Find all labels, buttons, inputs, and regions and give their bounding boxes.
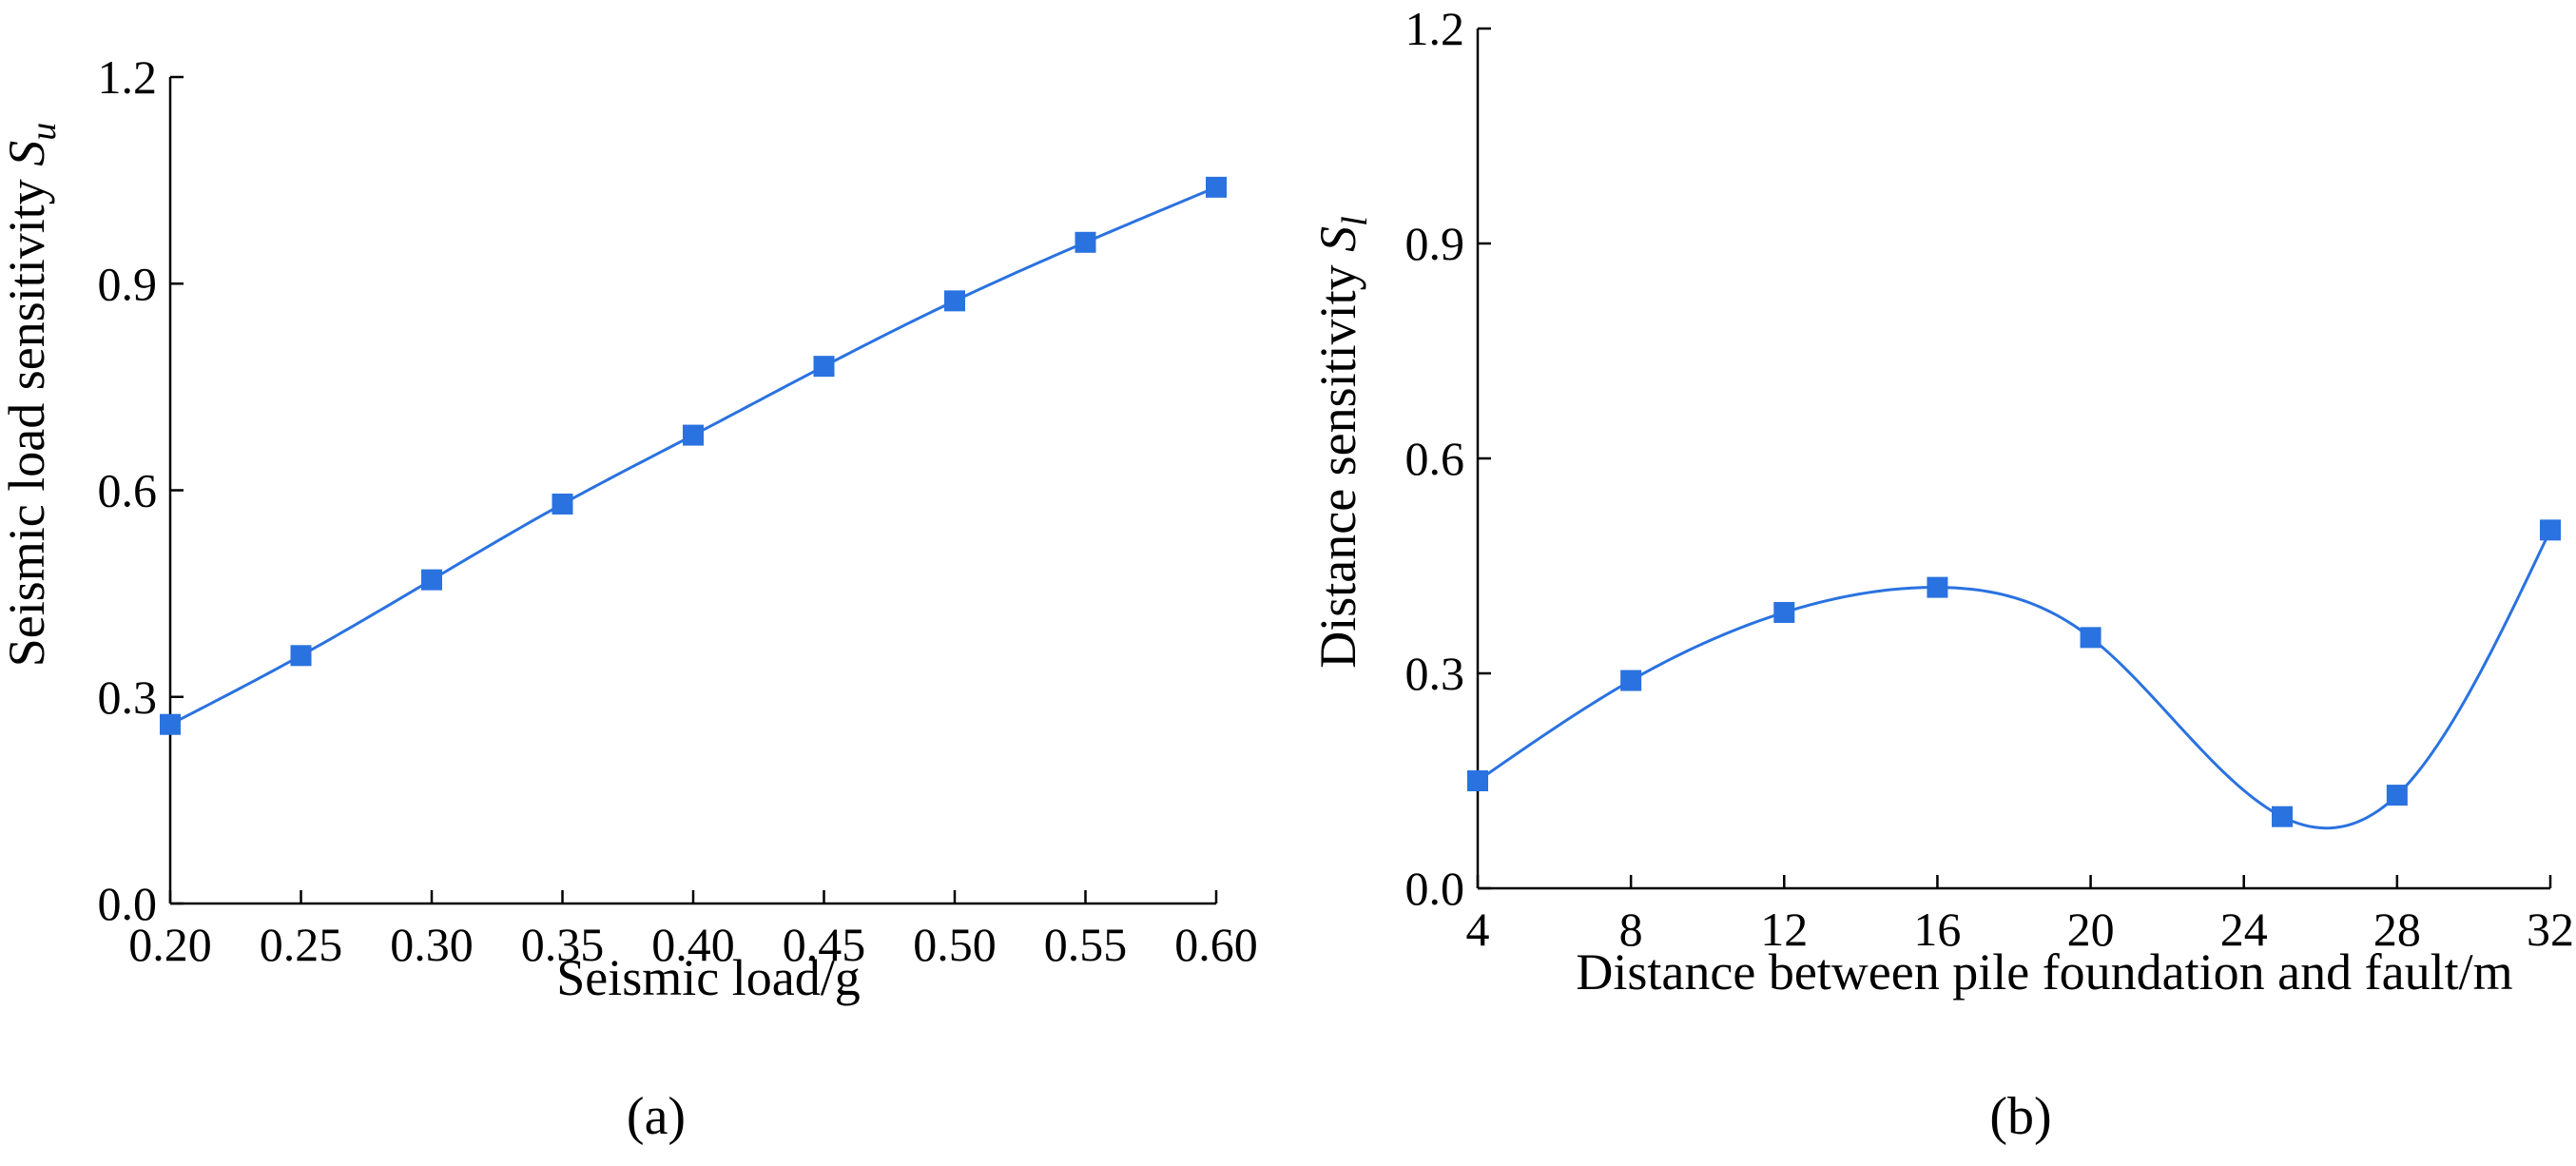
panel-a-data-point xyxy=(290,645,312,667)
panel-a-x-tick-label: 0.60 xyxy=(1174,918,1258,971)
panel-a-x-axis-label: Seismic load/g xyxy=(556,949,860,1006)
panel-a-data-point xyxy=(683,424,704,446)
panel-b-x-tick-label: 28 xyxy=(2373,903,2421,956)
panel-b-x-tick-label: 32 xyxy=(2527,903,2574,956)
panel-b-y-axis-symbol: S xyxy=(1309,226,1366,252)
panel-b-y-tick-label: 0.9 xyxy=(1405,217,1465,270)
panel-b-y-tick-label: 0.3 xyxy=(1405,647,1465,700)
panel-a-x-tick-label: 0.35 xyxy=(521,918,605,971)
panel-a-y-tick-label: 1.2 xyxy=(98,50,158,104)
panel-a-series-line xyxy=(169,185,1217,727)
panel-b-axes: 0.0 0.3 0.6 0.9 1.2 4 8 12 16 20 24 28 32 xyxy=(1405,2,2575,956)
panel-a-series xyxy=(160,176,1227,735)
panel-a-data-point xyxy=(160,713,181,735)
panel-b-y-tick-label: 1.2 xyxy=(1405,2,1465,55)
panel-b-x-tick-label: 8 xyxy=(1619,903,1643,956)
panel-a-data-point xyxy=(944,290,965,312)
panel-b-x-tick-label: 4 xyxy=(1466,903,1490,956)
panel-a-y-tick-label: 0.6 xyxy=(98,464,158,517)
panel-b-data-point xyxy=(1467,770,1488,791)
panel-b-x-tick-label: 16 xyxy=(1913,903,1961,956)
panel-a-x-tick-label: 0.30 xyxy=(390,918,474,971)
panel-b-data-point xyxy=(2272,806,2293,827)
panel-a-y-axis-label-text: Seismic load sensitivity xyxy=(0,166,55,667)
panel-b-x-tick-label: 24 xyxy=(2220,903,2268,956)
panel-a-axes: 0.0 0.3 0.6 0.9 1.2 0.20 0.25 0.30 0.35 0.40 0.45 0… xyxy=(98,50,1258,971)
panel-b-data-point xyxy=(1927,576,1948,598)
panel-a-x-tick-label: 0.45 xyxy=(783,918,866,971)
panel-a-data-point xyxy=(1075,231,1096,253)
panel-a-data-point xyxy=(421,569,442,591)
panel-b-x-tick-label: 20 xyxy=(2067,903,2115,956)
panel-b-data-point xyxy=(2386,785,2408,806)
panel-a-data-point xyxy=(813,356,835,378)
panel-a-x-tick-label: 0.25 xyxy=(260,918,343,971)
panel-b-series xyxy=(1467,519,2561,830)
panel-a-y-tick-label: 0.3 xyxy=(98,670,158,724)
panel-a-y-axis-subscript: u xyxy=(24,123,64,141)
panel-b-data-point xyxy=(1620,670,1642,691)
panel-b-y-axis-label-text: Distance sensitivity xyxy=(1309,252,1366,669)
chart-panel-a: 0.0 0.3 0.6 0.9 1.2 0.20 0.25 0.30 0.35 0.40 0.45 0… xyxy=(0,50,1258,1146)
panel-a-label: (a) xyxy=(627,1087,686,1146)
panel-b-x-axis-label: Distance between pile foundation and fau… xyxy=(1576,943,2512,1001)
panel-a-y-axis-symbol: S xyxy=(0,141,55,166)
panel-a-x-tick-label: 0.40 xyxy=(651,918,735,971)
panel-b-y-axis-label: Distance sensitivity Sl xyxy=(1309,216,1375,669)
panel-b-label: (b) xyxy=(1989,1087,2051,1146)
panel-a-y-tick-label: 0.0 xyxy=(98,877,158,930)
panel-b-y-axis-subscript: l xyxy=(1335,216,1375,226)
panel-a-x-tick-label: 0.55 xyxy=(1044,918,1128,971)
panel-b-data-point xyxy=(2540,519,2561,541)
panel-b-x-tick-label: 12 xyxy=(1760,903,1808,956)
panel-b-y-tick-label: 0.0 xyxy=(1405,862,1465,915)
chart-panel-b: 0.0 0.3 0.6 0.9 1.2 4 8 12 16 20 24 28 32 Distance s… xyxy=(1309,2,2574,1146)
panel-a-data-point xyxy=(1206,176,1227,198)
panel-b-series-line xyxy=(1477,529,2552,830)
panel-a-y-tick-label: 0.9 xyxy=(98,257,158,310)
panel-a-y-axis-label: Seismic load sensitivity Su xyxy=(0,123,64,667)
panel-b-data-point xyxy=(1773,601,1795,623)
panel-a-data-point xyxy=(552,493,573,515)
panel-a-x-tick-label: 0.50 xyxy=(913,918,997,971)
panel-a-x-tick-label: 0.20 xyxy=(128,918,212,971)
panel-b-y-tick-label: 0.6 xyxy=(1405,432,1465,485)
panel-b-data-point xyxy=(2080,627,2101,649)
